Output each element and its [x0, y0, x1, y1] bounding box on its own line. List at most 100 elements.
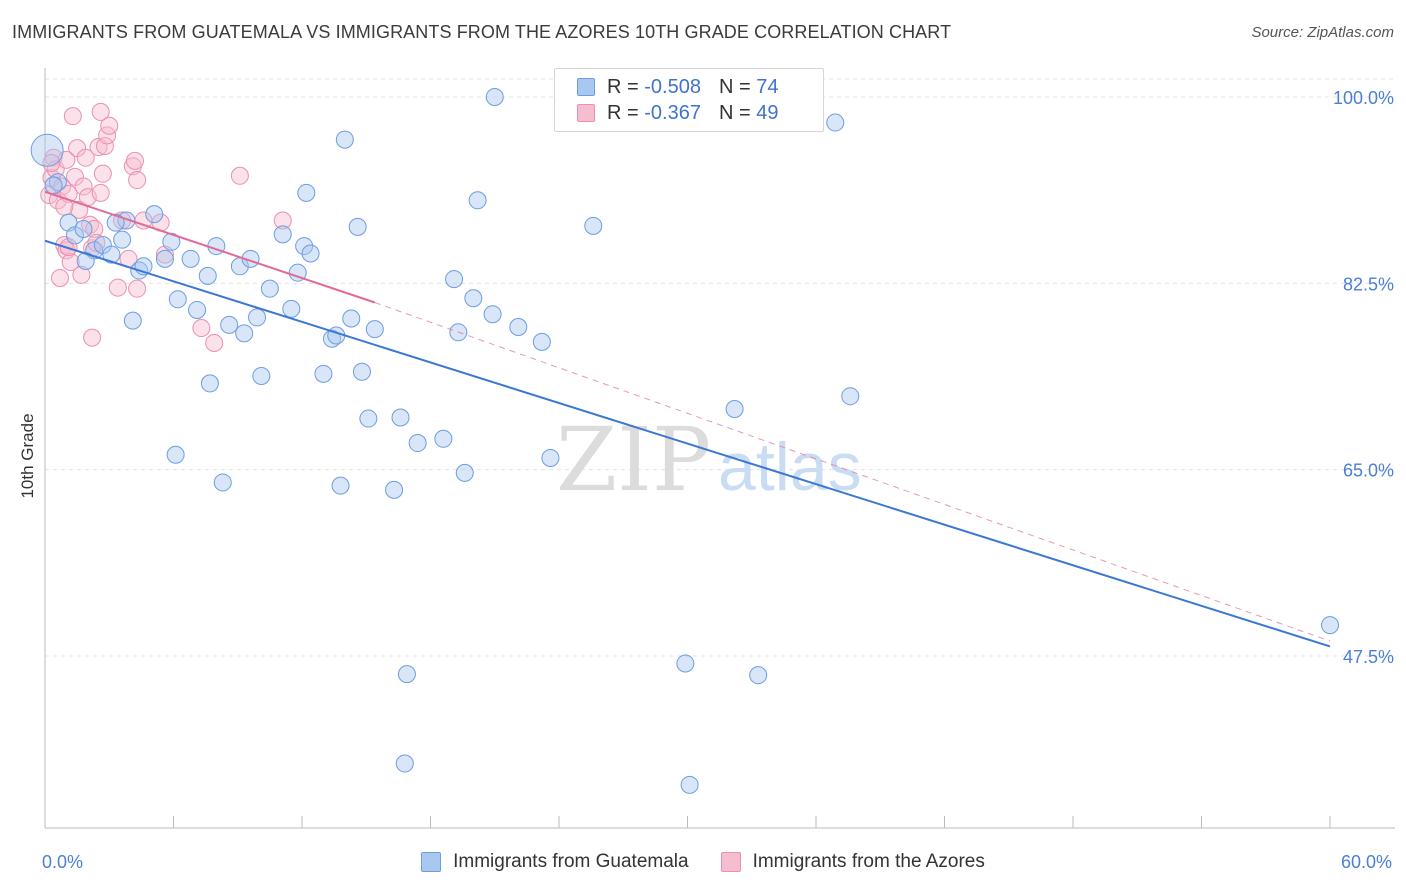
guatemala-point: [395, 754, 414, 773]
series-legend: Immigrants from Guatemala Immigrants fro…: [0, 851, 1406, 873]
y-tick-label: 65.0%: [1343, 461, 1394, 481]
guatemala-point: [188, 300, 207, 319]
azores-point: [59, 238, 78, 257]
y-tick-label: 82.5%: [1343, 274, 1394, 294]
legend-swatch-blue: [421, 852, 442, 872]
azores-point: [192, 319, 211, 338]
azores-trend-line: [44, 190, 376, 304]
azores-point: [83, 328, 102, 347]
azores-point: [205, 333, 224, 352]
guatemala-point: [252, 366, 271, 385]
guatemala-point: [273, 225, 292, 244]
guatemala-point: [200, 374, 219, 393]
guatemala-point: [198, 266, 217, 285]
azores-point: [91, 102, 110, 121]
y-tick-label: 47.5%: [1343, 647, 1394, 667]
azores-point: [87, 233, 106, 252]
azores-point: [108, 278, 127, 297]
trend-lines: [44, 190, 1331, 648]
guatemala-point: [335, 130, 354, 149]
guatemala-point: [532, 332, 551, 351]
guatemala-point: [145, 205, 164, 224]
series-azores-points: [40, 102, 292, 352]
azores-point: [128, 279, 147, 298]
guatemala-point: [749, 666, 768, 685]
guatemala-point: [166, 445, 185, 464]
watermark-zip: ZIP: [556, 408, 711, 511]
guatemala-point: [235, 324, 254, 343]
azores-point: [91, 183, 110, 202]
guatemala-point: [485, 88, 504, 106]
guatemala-point: [168, 290, 187, 309]
guatemala-trend-line: [44, 239, 1331, 648]
x-axis-max-label: 60.0%: [1340, 852, 1392, 872]
guatemala-point: [297, 183, 316, 202]
guatemala-point: [76, 251, 95, 270]
azores-trend-extension: [374, 302, 1331, 642]
legend-label-guatemala: Immigrants from Guatemala: [453, 851, 689, 872]
azores-point: [85, 220, 104, 239]
guatemala-point: [397, 665, 416, 684]
guatemala-point: [541, 448, 560, 467]
guatemala-point: [117, 211, 136, 230]
guatemala-point: [260, 279, 279, 298]
legend-label-azores: Immigrants from the Azores: [752, 851, 985, 872]
guatemala-point: [584, 216, 603, 235]
guatemala-point: [282, 299, 301, 318]
legend-n-label: N =: [718, 101, 751, 124]
guatemala-point: [30, 133, 64, 167]
guatemala-point: [181, 249, 200, 268]
legend-n-value: 49: [756, 101, 779, 124]
guatemala-point: [213, 473, 232, 492]
watermark: ZIP atlas: [556, 408, 862, 511]
x-axis-min-label: 0.0%: [42, 852, 84, 872]
guatemala-point: [725, 399, 744, 418]
guatemala-point: [365, 320, 384, 339]
guatemala-point: [509, 317, 528, 336]
azores-point: [72, 265, 91, 284]
azores-point: [95, 136, 114, 155]
guatemala-point: [342, 309, 361, 328]
guatemala-point: [391, 408, 410, 427]
guatemala-point: [408, 434, 427, 453]
azores-point: [273, 211, 292, 230]
source-credit: Source: ZipAtlas.com: [1251, 24, 1394, 41]
legend-r-value: -0.508: [644, 75, 701, 98]
guatemala-point: [680, 775, 699, 794]
azores-point: [42, 154, 61, 173]
azores-point: [63, 107, 82, 126]
guatemala-point: [676, 654, 695, 673]
legend-row-azores: R = -0.367 N = 49: [577, 101, 778, 125]
guatemala-point: [826, 113, 845, 132]
guatemala-point: [464, 289, 483, 308]
legend-n-value: 74: [756, 75, 779, 98]
legend-row-guatemala: R = -0.508 N = 74: [577, 75, 778, 99]
guatemala-point: [106, 213, 125, 232]
legend-n-label: N =: [718, 75, 751, 98]
azores-point: [61, 253, 80, 272]
azores-point: [125, 151, 144, 170]
legend-swatch-pink: [720, 852, 741, 872]
guatemala-point: [44, 176, 63, 195]
guatemala-point: [288, 263, 307, 282]
guatemala-point: [123, 311, 142, 330]
azores-point: [76, 148, 95, 167]
guatemala-point: [359, 409, 378, 428]
legend-swatch-blue: [577, 78, 595, 96]
legend-item-guatemala: Immigrants from Guatemala: [421, 851, 689, 873]
guatemala-point: [434, 429, 453, 448]
guatemala-point: [113, 230, 132, 249]
guatemala-point: [445, 270, 464, 289]
axes: [44, 68, 1395, 829]
guatemala-point: [295, 237, 314, 256]
guatemala-point: [348, 217, 367, 236]
chart-title: IMMIGRANTS FROM GUATEMALA VS IMMIGRANTS …: [12, 22, 952, 42]
guatemala-point: [1321, 616, 1339, 635]
guatemala-point: [841, 387, 860, 406]
guatemala-point: [155, 249, 174, 268]
legend-swatch-pink: [577, 104, 595, 122]
guatemala-point: [314, 364, 333, 383]
legend-item-azores: Immigrants from the Azores: [720, 851, 985, 873]
guatemala-point: [455, 463, 474, 482]
guatemala-point: [385, 480, 404, 499]
